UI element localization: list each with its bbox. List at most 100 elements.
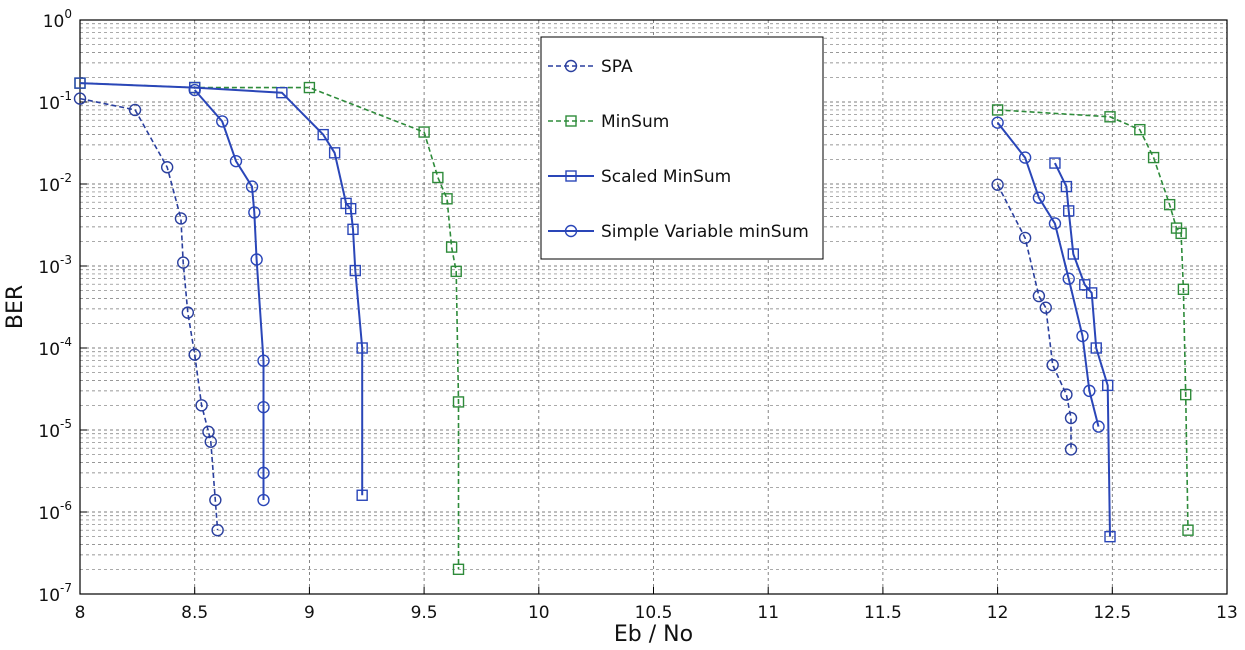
x-tick-label: 9 [304, 603, 315, 623]
x-tick-label: 10.5 [635, 603, 673, 623]
legend-label: MinSum [601, 112, 669, 132]
data-point-simple-variable-minsum [216, 115, 229, 128]
data-point-minsum [1104, 111, 1116, 123]
data-point-spa [73, 92, 87, 105]
data-point-scaled-minsum [1049, 157, 1061, 169]
data-point-spa [177, 256, 190, 269]
x-tick-label: 12 [987, 603, 1009, 623]
data-point-spa [1046, 358, 1059, 372]
data-point-simple-variable-minsum [1092, 420, 1105, 433]
data-point-minsum [432, 171, 444, 184]
y-tick-label: 10-6 [38, 499, 72, 524]
axis-ticks: 8 8.5 9 9.5 10 10.5 11 11.5 12 12.5 13 100 10-1 10-2 1… [38, 7, 1237, 623]
data-point-minsum [1175, 227, 1187, 240]
x-tick-label: 8 [75, 603, 86, 623]
data-point-scaled-minsum [1067, 248, 1080, 260]
y-tick-label: 10-4 [38, 335, 72, 360]
data-point-scaled-minsum [344, 202, 357, 215]
series-scaled-minsum [74, 77, 1116, 543]
data-point-spa [160, 161, 174, 174]
y-tick-label: 10-2 [38, 171, 72, 196]
legend-marker [565, 115, 577, 127]
y-tick-label: 100 [43, 7, 72, 32]
data-point-scaled-minsum [1102, 379, 1114, 392]
data-point-spa [1064, 411, 1078, 425]
legend-label: Simple Variable minSum [601, 222, 809, 242]
data-point-minsum [1147, 151, 1160, 164]
data-point-minsum [441, 193, 453, 205]
data-point-spa [195, 399, 208, 412]
data-point-simple-variable-minsum [257, 354, 270, 367]
series-line-simple-variable-minsum [996, 121, 1100, 427]
data-point-simple-variable-minsum [188, 83, 201, 97]
data-point-simple-variable-minsum [991, 116, 1004, 129]
data-point-minsum [450, 265, 462, 278]
series-line-simple-variable-minsum [193, 89, 265, 500]
legend-item-spa: SPA [548, 57, 633, 77]
legend-item-scaled-minsum: Scaled MinSum [548, 167, 731, 187]
series-line-minsum [79, 82, 460, 570]
legend-marker [564, 224, 578, 238]
data-point-scaled-minsum [356, 342, 368, 354]
data-point-spa [1039, 301, 1052, 314]
data-point-scaled-minsum [349, 264, 361, 277]
data-point-scaled-minsum [74, 77, 86, 89]
legend-label: SPA [601, 57, 633, 77]
data-point-simple-variable-minsum [1062, 272, 1075, 285]
series-line-minsum [997, 109, 1189, 531]
data-point-spa [991, 178, 1004, 191]
legend: SPA MinSum Scaled MinSum Simple Variable mi… [540, 36, 824, 260]
x-tick-label: 11 [757, 603, 779, 623]
data-point-minsum [1163, 198, 1176, 211]
data-point-scaled-minsum [1063, 205, 1075, 217]
y-tick-label: 10-1 [38, 89, 72, 114]
data-point-scaled-minsum [1060, 180, 1073, 193]
x-tick-label: 11.5 [864, 603, 902, 623]
data-point-scaled-minsum [347, 223, 359, 236]
series-line-scaled-minsum [1054, 162, 1111, 537]
data-point-scaled-minsum [328, 147, 341, 159]
data-point-minsum [991, 104, 1004, 116]
data-point-simple-variable-minsum [1018, 151, 1032, 164]
legend-item-simple-variable-minsum: Simple Variable minSum [548, 222, 809, 242]
data-point-spa [174, 212, 188, 225]
data-point-minsum [1182, 524, 1194, 536]
legend-item-minsum: MinSum [548, 112, 669, 132]
data-point-simple-variable-minsum [1076, 329, 1089, 343]
data-point-simple-variable-minsum [245, 180, 259, 193]
data-point-minsum [445, 241, 458, 253]
data-point-spa [188, 348, 201, 361]
x-tick-label: 13 [1216, 603, 1238, 623]
data-point-scaled-minsum [1090, 342, 1102, 354]
data-point-scaled-minsum [317, 128, 329, 141]
data-point-minsum [1180, 388, 1192, 401]
legend-box [540, 36, 824, 260]
data-point-scaled-minsum [1085, 287, 1098, 299]
x-axis-label: Eb / No [614, 622, 693, 647]
data-point-minsum [418, 126, 430, 138]
data-point-simple-variable-minsum [248, 206, 261, 219]
data-point-spa [128, 103, 142, 117]
data-point-scaled-minsum [1104, 530, 1116, 543]
data-point-simple-variable-minsum [1048, 217, 1062, 230]
data-point-minsum [1177, 283, 1190, 295]
legend-label: Scaled MinSum [601, 167, 731, 187]
data-point-minsum [1134, 123, 1146, 136]
data-point-minsum [452, 563, 465, 576]
data-point-spa [209, 493, 222, 507]
data-point-spa [211, 523, 224, 537]
data-point-simple-variable-minsum [257, 466, 270, 480]
y-axis-label: BER [3, 285, 28, 329]
data-point-scaled-minsum [276, 86, 288, 99]
data-point-simple-variable-minsum [1083, 384, 1096, 398]
data-point-minsum [303, 81, 316, 94]
data-point-simple-variable-minsum [229, 154, 243, 168]
y-tick-label: 10-3 [38, 253, 72, 278]
x-tick-label: 12.5 [1093, 603, 1131, 623]
y-tick-label: 10-7 [38, 581, 72, 606]
series-group [73, 77, 1194, 576]
data-point-spa [1018, 231, 1032, 245]
data-point-spa [1064, 443, 1078, 456]
data-point-spa [202, 425, 215, 439]
